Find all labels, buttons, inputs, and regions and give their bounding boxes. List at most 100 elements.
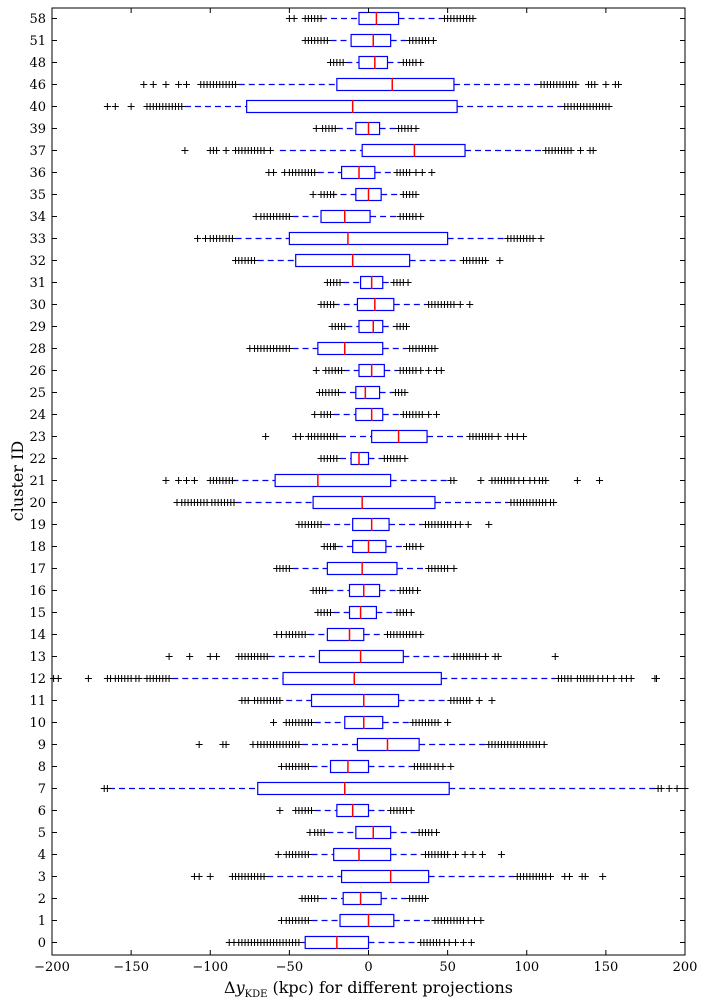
outlier-cluster-40-2 xyxy=(127,103,135,110)
x-axis-title-prefix: Δ xyxy=(224,978,236,997)
y-tick-label-26: 26 xyxy=(29,364,46,379)
x-axis-title-var: y xyxy=(235,978,246,997)
x-tick-label-6: 100 xyxy=(514,960,539,975)
y-tick-label-37: 37 xyxy=(29,144,46,159)
box-cluster-14 xyxy=(326,627,365,642)
outlier-cluster-30-4 xyxy=(330,301,338,308)
outlier-cluster-12-38 xyxy=(627,675,635,682)
x-axis-title-suffix: (kpc) for different projections xyxy=(267,978,513,997)
outlier-cluster-3-28 xyxy=(581,873,589,880)
outlier-cluster-46-3 xyxy=(175,81,183,88)
box-cluster-8 xyxy=(329,759,370,774)
outlier-cluster-39-11 xyxy=(412,125,420,132)
outlier-cluster-13-1 xyxy=(186,653,194,660)
outlier-cluster-9-2 xyxy=(222,741,230,748)
outlier-cluster-3-29 xyxy=(599,873,607,880)
outlier-cluster-48-4 xyxy=(339,59,347,66)
y-tick-label-12: 12 xyxy=(29,672,46,687)
outlier-cluster-39-5 xyxy=(331,125,339,132)
outlier-cluster-3-13 xyxy=(260,873,268,880)
outlier-cluster-36-19 xyxy=(428,169,436,176)
outlier-cluster-31-4 xyxy=(336,279,344,286)
outlier-cluster-11-11 xyxy=(276,697,284,704)
box-cluster-39 xyxy=(355,121,381,136)
outlier-cluster-1-20 xyxy=(471,917,479,924)
y-tick-label-30: 30 xyxy=(29,298,46,313)
outlier-cluster-5-4 xyxy=(320,829,328,836)
outlier-cluster-9-35 xyxy=(540,741,548,748)
y-tick-label-15: 15 xyxy=(29,606,46,621)
box-cluster-3 xyxy=(340,869,430,884)
x-tick-label-2: −100 xyxy=(192,960,228,975)
outlier-cluster-36-18 xyxy=(418,169,426,176)
outlier-cluster-10-18 xyxy=(434,719,442,726)
outlier-cluster-19-7 xyxy=(317,521,325,528)
y-tick-label-9: 9 xyxy=(38,738,46,753)
outlier-cluster-6-6 xyxy=(308,807,316,814)
outlier-cluster-22-12 xyxy=(401,455,409,462)
box-cluster-18 xyxy=(352,539,387,554)
outlier-cluster-32-6 xyxy=(251,257,259,264)
outlier-cluster-3-24 xyxy=(546,873,554,880)
outlier-cluster-23-2 xyxy=(296,433,304,440)
outlier-cluster-13-22 xyxy=(475,653,483,660)
outlier-cluster-9-17 xyxy=(295,741,303,748)
box-cluster-21 xyxy=(274,473,392,488)
outlier-cluster-22-5 xyxy=(333,455,341,462)
outlier-cluster-46-4 xyxy=(183,81,191,88)
box-cluster-4 xyxy=(333,847,392,862)
outlier-cluster-36-16 xyxy=(406,169,414,176)
outlier-cluster-48-10 xyxy=(417,59,425,66)
y-tick-label-6: 6 xyxy=(38,804,46,819)
y-axis-ticks: 0123456789101112131415161718192021222324… xyxy=(29,12,685,951)
y-tick-label-25: 25 xyxy=(29,386,46,401)
x-axis-ticks: −200 −150 −100 −50 0 50 100 150 200 xyxy=(34,8,697,975)
outlier-cluster-32-15 xyxy=(496,257,504,264)
outlier-cluster-0-33 xyxy=(467,939,475,946)
outlier-cluster-21-29 xyxy=(542,477,550,484)
outlier-cluster-14-19 xyxy=(417,631,425,638)
outlier-cluster-1-8 xyxy=(304,917,312,924)
box-cluster-12 xyxy=(282,671,442,686)
outlier-cluster-21-31 xyxy=(596,477,604,484)
outlier-cluster-30-13 xyxy=(450,301,458,308)
outlier-cluster-4-16 xyxy=(444,851,452,858)
outlier-cluster-8-8 xyxy=(304,763,312,770)
outlier-cluster-3-1 xyxy=(195,873,203,880)
outlier-cluster-19-19 xyxy=(464,521,472,528)
y-tick-label-7: 7 xyxy=(38,782,46,797)
x-tick-label-3: −50 xyxy=(276,960,303,975)
y-tick-label-36: 36 xyxy=(29,166,46,181)
x-tick-label-5: 50 xyxy=(439,960,456,975)
outlier-cluster-12-20 xyxy=(165,675,173,682)
y-tick-label-35: 35 xyxy=(29,188,46,203)
outlier-cluster-26-14 xyxy=(425,367,433,374)
box-cluster-7 xyxy=(257,781,450,796)
outlier-cluster-0-32 xyxy=(459,939,467,946)
outlier-cluster-21-24 xyxy=(520,477,528,484)
outlier-cluster-4-20 xyxy=(478,851,486,858)
outlier-cluster-29-4 xyxy=(341,323,349,330)
outlier-cluster-13-3 xyxy=(213,653,221,660)
outliers-layer xyxy=(50,15,689,946)
boxes-layer xyxy=(246,11,466,950)
box-cluster-15 xyxy=(348,605,378,620)
outlier-cluster-8-18 xyxy=(447,763,455,770)
outlier-cluster-3-2 xyxy=(206,873,214,880)
y-tick-label-10: 10 xyxy=(29,716,46,731)
outlier-cluster-12-40 xyxy=(653,675,661,682)
y-tick-label-31: 31 xyxy=(29,276,46,291)
outlier-cluster-2-5 xyxy=(314,895,322,902)
box-cluster-20 xyxy=(312,495,436,510)
outlier-cluster-21-2 xyxy=(183,477,191,484)
outlier-cluster-7-4 xyxy=(665,785,673,792)
outlier-cluster-37-25 xyxy=(577,147,585,154)
outlier-cluster-13-26 xyxy=(551,653,559,660)
outlier-cluster-37-24 xyxy=(567,147,575,154)
outlier-cluster-37-4 xyxy=(222,147,230,154)
y-tick-label-39: 39 xyxy=(29,122,46,137)
box-cluster-58 xyxy=(358,11,400,26)
outlier-cluster-0-21 xyxy=(295,939,303,946)
outlier-cluster-51-7 xyxy=(323,37,331,44)
outlier-cluster-19-18 xyxy=(456,521,464,528)
